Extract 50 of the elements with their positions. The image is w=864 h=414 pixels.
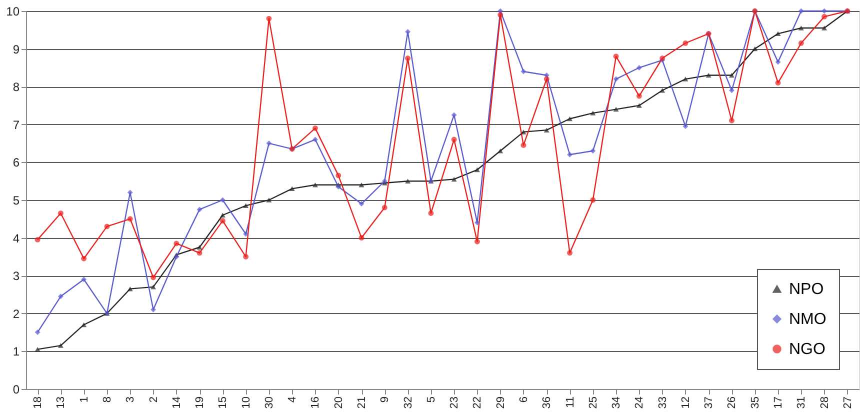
x-tick-label: 1 [78, 396, 90, 403]
x-tick-label: 9 [379, 396, 392, 403]
x-tick-label: 16 [310, 396, 322, 409]
x-tick-label: 21 [356, 396, 368, 409]
x-tick-label: 31 [796, 396, 808, 409]
y-tick-label: 1 [12, 344, 20, 359]
x-tick-label: 35 [749, 396, 762, 409]
x-tick-label: 26 [726, 396, 738, 409]
x-tick-label: 36 [541, 396, 554, 409]
x-tick-label: 23 [448, 396, 461, 409]
y-tick-label: 6 [12, 156, 20, 170]
x-tick-label: 14 [170, 396, 183, 409]
legend-label: NPO [789, 281, 824, 298]
x-tick-label: 17 [772, 396, 785, 409]
x-tick-label: 12 [680, 396, 692, 409]
x-tick-label: 32 [402, 396, 414, 409]
x-tick-label: 25 [587, 396, 600, 409]
x-tick-label: 6 [518, 396, 530, 403]
x-tick-label: 2 [148, 396, 160, 403]
y-tick-label: 9 [12, 42, 20, 56]
y-tick-label: 3 [12, 269, 20, 284]
x-tick-label: 5 [425, 396, 438, 403]
x-tick-label: 30 [263, 396, 276, 409]
x-tick-label: 20 [332, 396, 345, 409]
x-tick-label: 13 [55, 396, 68, 409]
y-tick-label: 4 [12, 231, 20, 246]
x-tick-label: 10 [240, 396, 252, 409]
x-tick-label: 29 [494, 396, 507, 409]
y-tick-label: 0 [12, 382, 20, 396]
x-tick-label: 4 [286, 396, 299, 403]
x-tick-label: 19 [194, 396, 206, 409]
x-tick-label: 11 [564, 396, 576, 408]
x-tick-label: 33 [656, 396, 669, 409]
x-tick-label: 37 [703, 396, 716, 409]
x-tick-label: 3 [124, 396, 137, 403]
x-tick-label: 8 [101, 396, 114, 403]
x-tick-label: 18 [32, 396, 44, 409]
x-tick-label: 24 [634, 396, 646, 409]
legend-label: NGO [789, 341, 826, 358]
legend-label: NMO [789, 311, 826, 328]
x-tick-label: 28 [818, 396, 831, 409]
y-tick-label: 5 [12, 194, 20, 208]
y-tick-label: 2 [12, 306, 20, 321]
y-tick-label: 8 [12, 80, 20, 94]
x-tick-label: 22 [472, 396, 484, 409]
x-tick-label: 27 [842, 396, 854, 409]
x-tick-label: 15 [217, 396, 230, 409]
y-tick-label: 10 [6, 4, 20, 18]
y-tick-label: 7 [12, 118, 20, 132]
x-tick-label: 34 [610, 396, 623, 409]
